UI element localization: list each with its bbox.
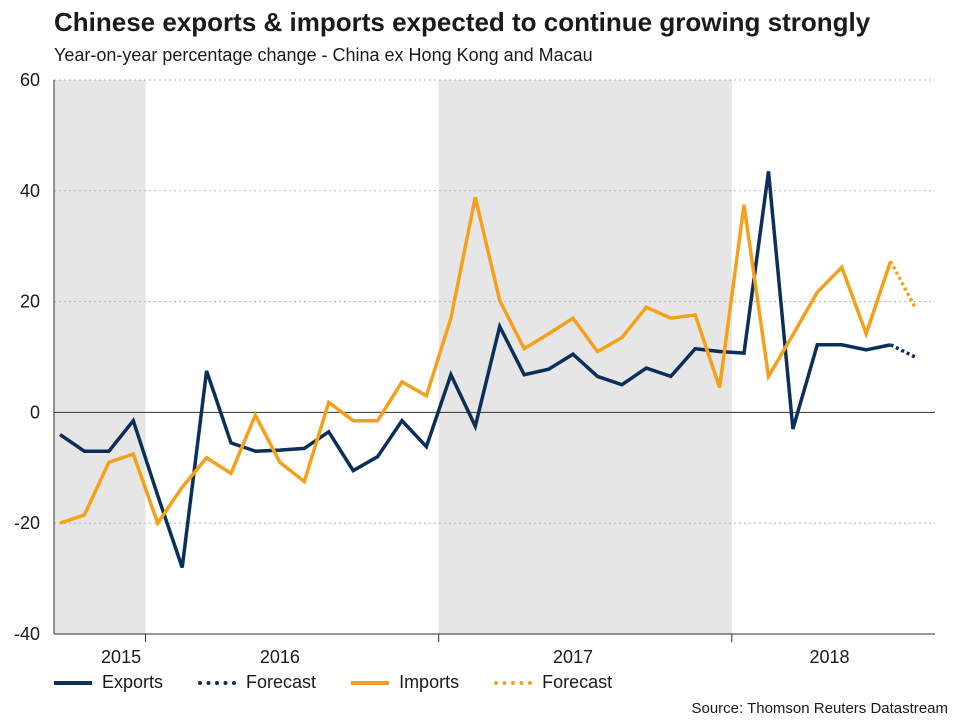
legend: Exports Forecast Imports Forecast	[54, 672, 647, 693]
chart-subtitle: Year-on-year percentage change - China e…	[54, 45, 593, 65]
legend-swatch-exports-forecast	[198, 680, 237, 685]
series-line-exports-0	[59, 171, 891, 569]
legend-item-exports-forecast: Forecast	[198, 672, 316, 693]
y-tick-label-5: -40	[14, 624, 40, 644]
legend-item-exports: Exports	[54, 672, 163, 693]
legend-item-imports: Imports	[351, 672, 459, 693]
y-tick-label-1: 40	[20, 181, 40, 201]
x-year-label-2015: 2015	[101, 647, 141, 667]
chart-title: Chinese exports & imports expected to co…	[54, 7, 871, 37]
legend-label-imports-forecast: Forecast	[542, 672, 613, 692]
series-line-forecast-1	[889, 343, 916, 359]
y-tick-label-3: 0	[30, 402, 40, 422]
legend-label-imports: Imports	[399, 672, 460, 692]
x-year-label-2016: 2016	[260, 647, 300, 667]
legend-item-imports-forecast: Forecast	[494, 672, 612, 693]
legend-swatch-exports	[54, 680, 92, 685]
legend-label-exports-forecast: Forecast	[246, 672, 317, 692]
x-year-label-2017: 2017	[553, 647, 593, 667]
shaded-band-1	[438, 80, 732, 634]
y-tick-label-0: 60	[20, 70, 40, 90]
series-line-forecast-3	[889, 260, 917, 308]
y-tick-label-4: -20	[14, 513, 40, 533]
y-tick-label-2: 20	[20, 292, 40, 312]
legend-swatch-imports	[351, 680, 390, 685]
series-line-imports-2	[59, 196, 893, 528]
shaded-band-0	[54, 80, 146, 634]
legend-label-exports: Exports	[102, 672, 164, 692]
source-note: Source: Thomson Reuters Datastream	[691, 700, 948, 717]
legend-swatch-imports-forecast	[494, 680, 533, 685]
x-year-label-2018: 2018	[810, 647, 850, 667]
